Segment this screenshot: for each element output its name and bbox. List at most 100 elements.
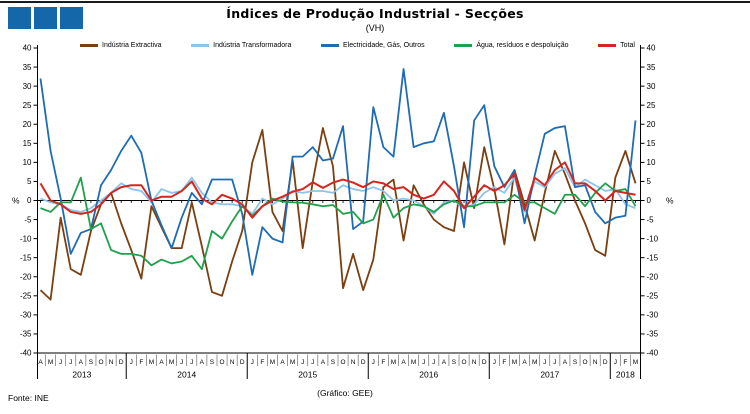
- month-label: J: [553, 359, 556, 366]
- month-label: M: [149, 359, 154, 366]
- chart-subtitle: (VH): [365, 23, 385, 33]
- y-tick-label-left: -15: [20, 253, 32, 262]
- month-label: F: [381, 359, 385, 366]
- month-label: M: [391, 359, 396, 366]
- y-tick-label-right: 35: [647, 63, 656, 72]
- month-label: J: [190, 359, 193, 366]
- legend-label: Água, resíduos e despoluição: [476, 42, 569, 49]
- year-label: 2018: [616, 370, 635, 380]
- y-tick-label-left: 30: [23, 82, 32, 91]
- y-tick-label-left: -10: [20, 234, 32, 243]
- legend: Indústria Extractiva Indústria Transforma…: [80, 42, 635, 49]
- y-tick-label-right: -20: [647, 272, 659, 281]
- y-tick-label-left: -25: [20, 292, 32, 301]
- month-label: J: [614, 359, 617, 366]
- year-label: 2013: [72, 370, 91, 380]
- month-label: J: [130, 359, 133, 366]
- y-tick-label-right: 40: [647, 44, 656, 53]
- legend-swatch-icon: [320, 44, 339, 47]
- month-label: J: [422, 359, 425, 366]
- y-tick-label-left: 15: [23, 139, 32, 148]
- year-label: 2015: [298, 370, 317, 380]
- month-label: N: [351, 359, 356, 366]
- y-tick-label-right: -40: [647, 349, 659, 358]
- top-border-line: [0, 1, 750, 3]
- logo: [8, 7, 83, 29]
- month-label: S: [210, 359, 215, 366]
- month-label: N: [593, 359, 598, 366]
- month-label: D: [603, 359, 608, 366]
- series-line-electricidade-g-s-outros: [39, 68, 637, 276]
- month-label: J: [372, 359, 375, 366]
- y-tick-label-right: 30: [647, 82, 656, 91]
- month-label: J: [180, 359, 183, 366]
- credit-note: (Gráfico: GEE): [317, 388, 373, 398]
- logo-square: [60, 7, 83, 29]
- y-tick-label-left: -20: [20, 272, 32, 281]
- y-tick-label-right: 20: [647, 120, 656, 129]
- chart-title: Índices de Produção Industrial - Secções: [226, 6, 524, 21]
- legend-swatch-icon: [80, 44, 98, 47]
- month-label: F: [139, 359, 143, 366]
- month-label: O: [462, 359, 467, 366]
- month-label: A: [159, 359, 164, 366]
- month-label: A: [563, 359, 568, 366]
- y-tick-label-left: 20: [23, 120, 32, 129]
- series-line-ind-stria-extractiva: [39, 127, 637, 301]
- y-tick-label-right: 0: [647, 196, 652, 205]
- y-tick-label-right: 10: [647, 158, 656, 167]
- y-tick-label-right: -30: [647, 311, 659, 320]
- legend-swatch-icon: [191, 44, 210, 47]
- month-label: M: [411, 359, 416, 366]
- month-label: J: [59, 359, 62, 366]
- month-label: S: [573, 359, 578, 366]
- legend-item-1: Indústria Transformadora: [191, 42, 291, 49]
- y-tick-label-right: -5: [647, 215, 655, 224]
- year-label: 2017: [540, 370, 559, 380]
- y-tick-label-left: 35: [23, 63, 32, 72]
- month-label: D: [482, 359, 487, 366]
- month-label: J: [543, 359, 546, 366]
- y-tick-label-left: 5: [27, 177, 32, 186]
- month-label: M: [270, 359, 275, 366]
- year-label: 2016: [419, 370, 438, 380]
- legend-item-3: Água, resíduos e despoluição: [454, 42, 569, 49]
- y-tick-label-left: -40: [20, 349, 32, 358]
- month-label: A: [321, 359, 326, 366]
- source-note: Fonte: INE: [8, 393, 49, 403]
- month-label: M: [48, 359, 53, 366]
- month-label: D: [361, 359, 366, 366]
- logo-square: [34, 7, 57, 29]
- month-label: A: [522, 359, 527, 366]
- y-tick-label-right: 5: [647, 177, 652, 186]
- y-tick-label-right: -15: [647, 253, 659, 262]
- month-label: A: [401, 359, 406, 366]
- legend-label: Total: [620, 42, 635, 49]
- month-label: O: [219, 359, 224, 366]
- legend-item-4: Total: [598, 42, 635, 49]
- month-label: M: [512, 359, 517, 366]
- y-tick-label-right: -35: [647, 330, 659, 339]
- month-label: O: [341, 359, 346, 366]
- y-tick-label-right: 15: [647, 139, 656, 148]
- month-label: M: [169, 359, 174, 366]
- month-label: M: [532, 359, 537, 366]
- y-tick-label-right: -10: [647, 234, 659, 243]
- month-label: A: [442, 359, 447, 366]
- month-label: F: [623, 359, 627, 366]
- month-label: A: [38, 359, 43, 366]
- legend-swatch-icon: [598, 44, 617, 47]
- month-label: S: [452, 359, 457, 366]
- series-line--gua-res-duos-e-despolui-o: [40, 176, 637, 271]
- month-label: F: [260, 359, 264, 366]
- legend-swatch-icon: [454, 44, 473, 47]
- month-label: O: [98, 359, 103, 366]
- legend-item-0: Indústria Extractiva: [80, 42, 162, 49]
- month-label: S: [331, 359, 336, 366]
- y-axis-unit-right: %: [666, 196, 674, 206]
- month-label: J: [432, 359, 435, 366]
- month-label: N: [109, 359, 114, 366]
- y-axis-unit-left: %: [12, 196, 20, 206]
- legend-label: Indústria Extractiva: [102, 42, 162, 49]
